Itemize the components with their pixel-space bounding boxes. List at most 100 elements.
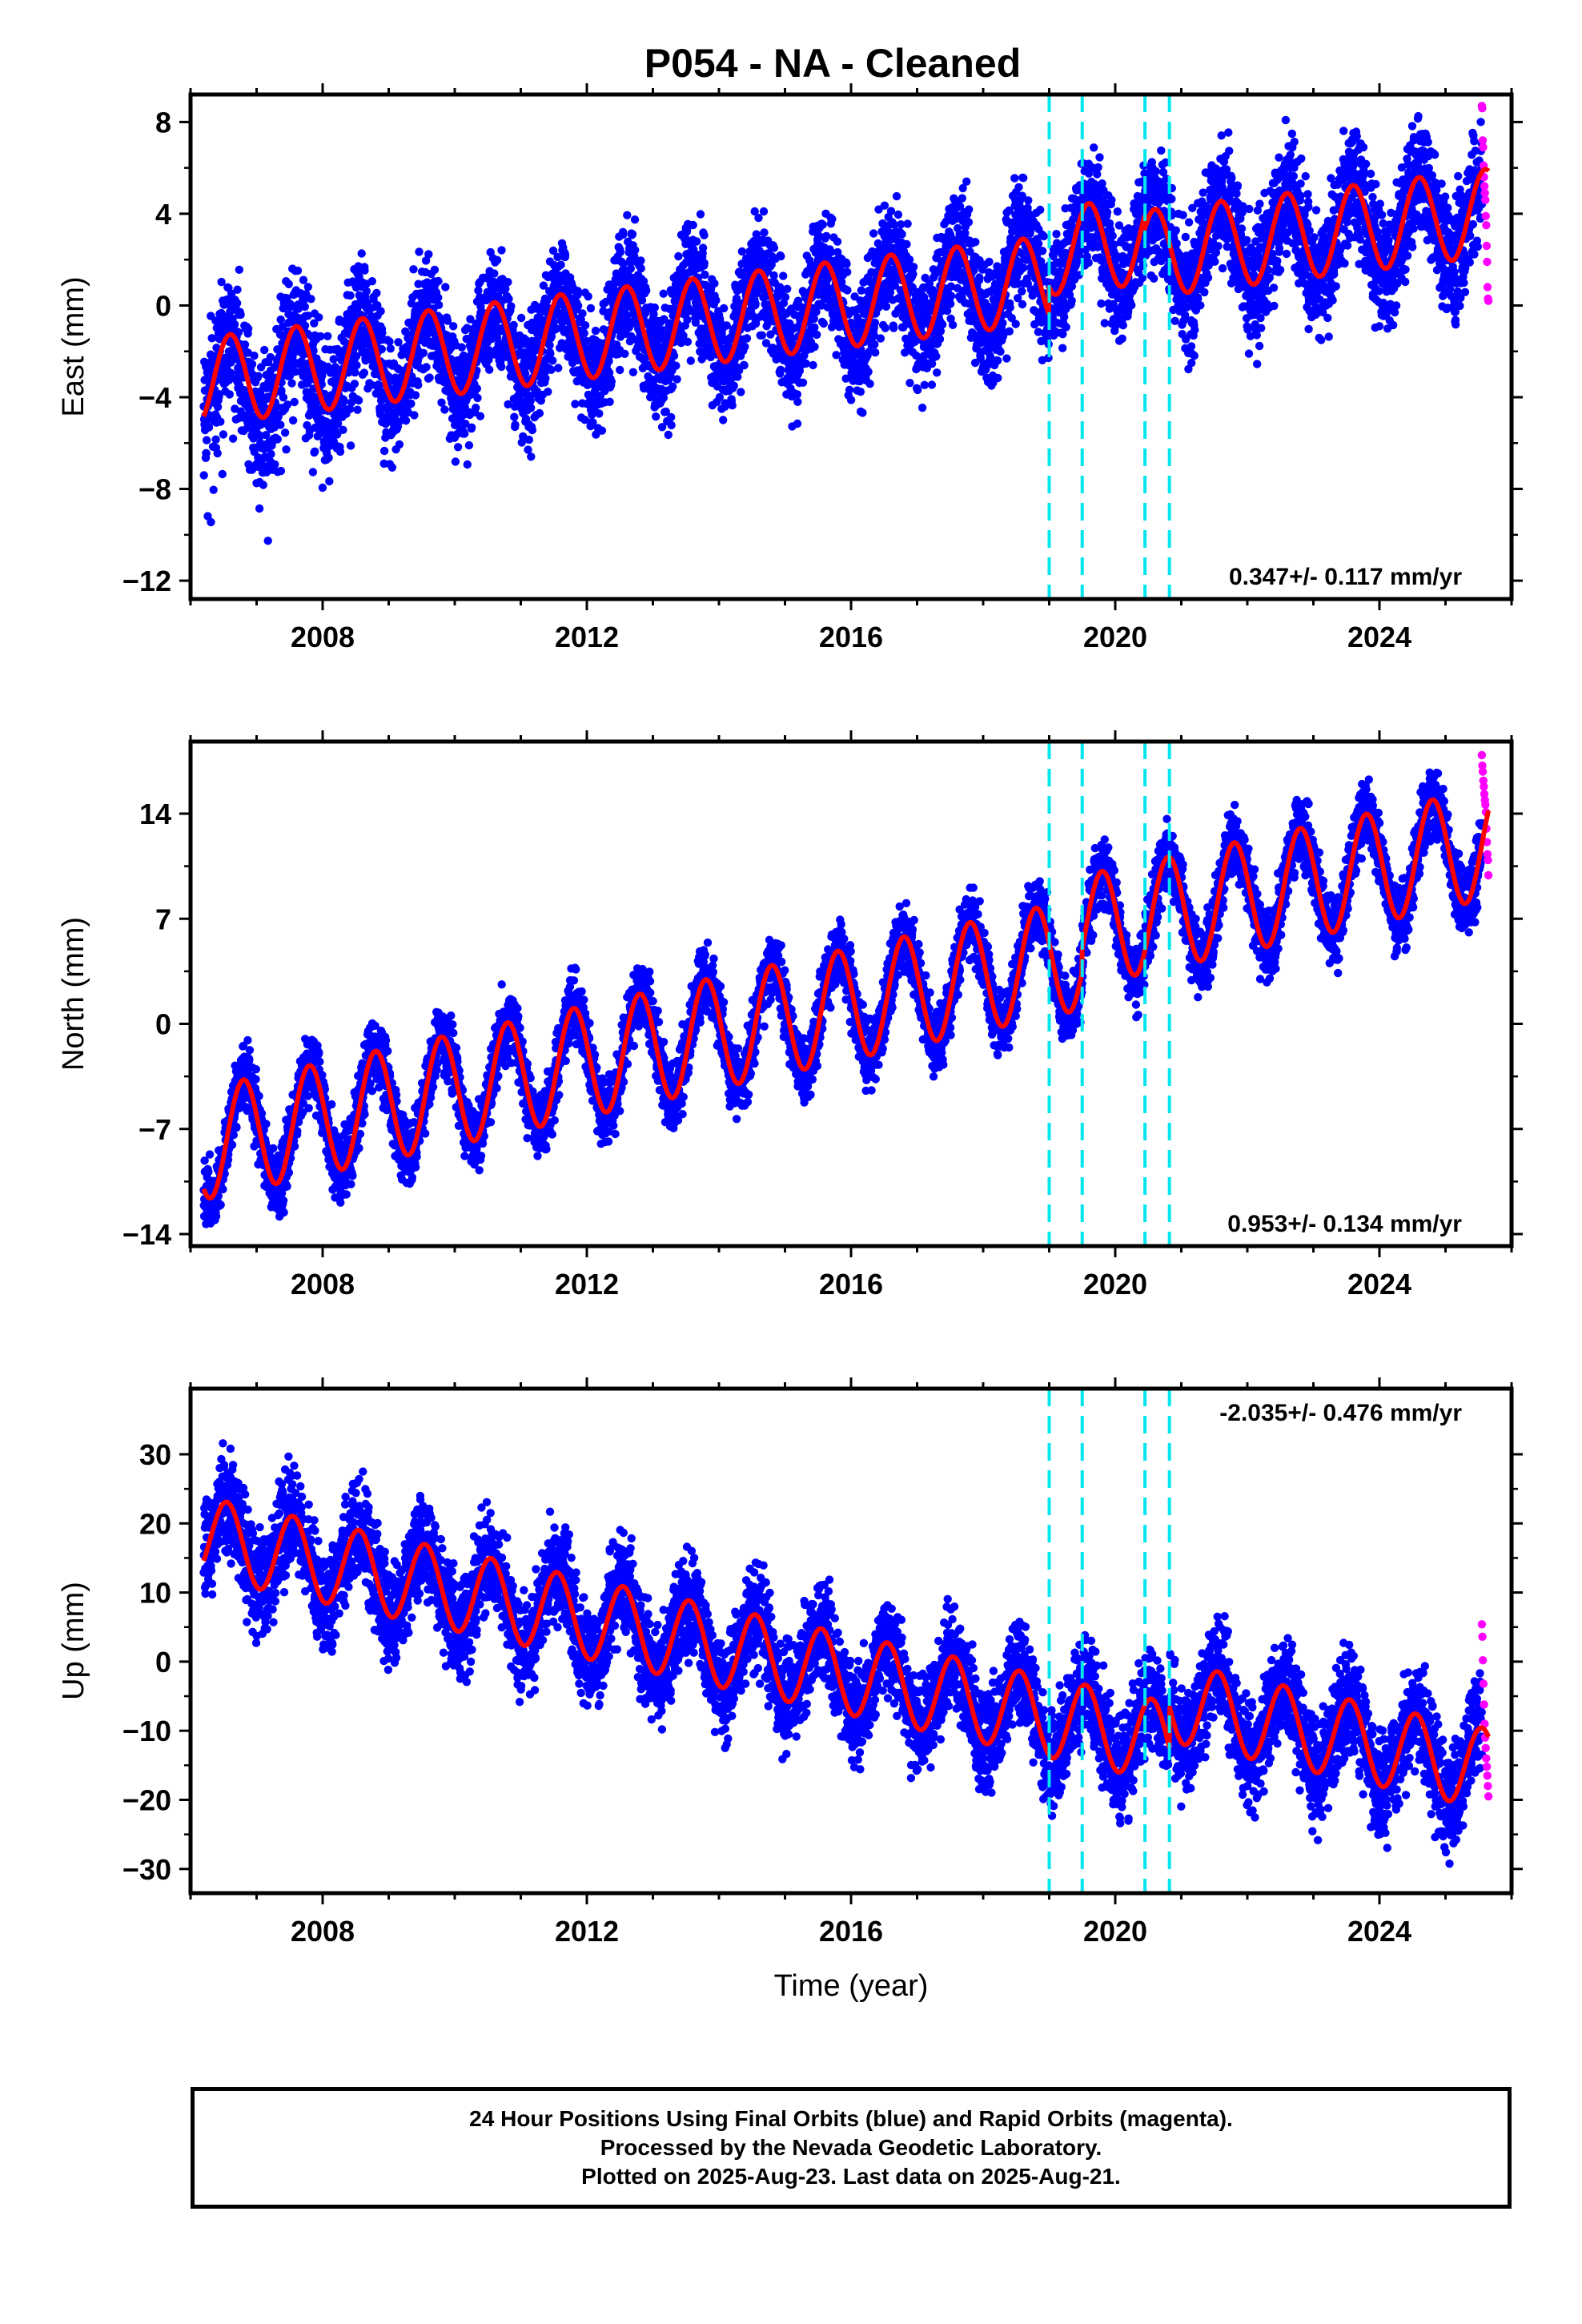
east-final-point [218,469,227,479]
east-final-point [354,396,363,405]
east-final-orbits-points [199,111,1487,545]
east-final-point [998,319,1007,328]
east-final-point [909,263,918,271]
east-final-point [776,365,785,374]
east-final-point [492,255,502,264]
east-final-point [516,313,526,323]
east-final-point [219,430,228,439]
east-final-point [741,342,749,352]
east-final-point [339,396,349,406]
east-final-point [871,348,880,357]
east-final-point [461,420,470,428]
east-final-point [938,320,947,329]
east-final-point [1095,153,1104,162]
east-final-point [1058,344,1067,352]
east-final-point [291,368,299,376]
east-final-point [948,320,958,329]
east-final-point [962,177,971,186]
east-final-point [379,446,389,456]
east-final-point [357,249,366,258]
east-final-point [674,251,683,261]
east-final-point [359,368,368,377]
east-final-point [216,417,225,426]
east-final-point [913,385,922,395]
east-final-point [276,466,286,476]
east-final-point [1097,299,1106,308]
east-final-point [207,517,215,527]
east-final-point [547,365,556,374]
east-final-point [259,480,267,489]
east-final-point [457,343,466,352]
east-final-point [228,434,238,443]
east-final-point [793,390,801,399]
east-final-point [1014,183,1023,191]
east-final-point [897,230,906,239]
east-final-point [672,361,681,370]
east-final-point [324,453,333,462]
east-final-point [742,334,752,343]
east-final-point [580,329,588,338]
east-final-point [251,443,259,452]
east-final-point [346,404,355,413]
east-final-point [964,218,974,227]
east-final-point [335,447,345,456]
east-final-point [387,463,397,472]
east-final-point [526,404,536,412]
east-final-point [616,365,624,375]
east-final-point [504,295,513,304]
east-final-point [769,271,778,280]
east-final-point [757,331,766,340]
east-final-point [909,270,917,279]
east-final-point [424,250,433,259]
east-final-point [227,368,235,378]
east-final-point [779,271,788,280]
east-final-point [1019,174,1028,183]
east-final-point [463,460,472,469]
east-final-point [448,414,457,423]
east-final-point [209,485,218,494]
east-final-point [346,291,355,300]
east-final-point [395,417,404,427]
east-final-point [793,397,802,406]
east-final-point [510,412,519,421]
east-final-point [504,278,512,287]
east-final-point [1067,296,1076,305]
east-final-point [411,391,420,400]
east-final-point [271,460,279,469]
east-final-point [683,316,692,324]
east-final-point [316,332,325,341]
east-final-point [993,356,1002,365]
east-final-point [636,256,645,265]
east-final-point [548,356,557,365]
east-final-point [623,211,632,219]
east-final-point [310,319,319,328]
east-final-point [410,411,419,420]
east-final-point [917,404,927,412]
east-final-point [893,210,903,219]
east-final-point [631,246,640,255]
east-final-point [607,377,616,386]
east-final-point [1094,163,1102,172]
east-final-point [737,247,747,256]
east-final-point [234,328,243,337]
east-final-point [217,277,226,287]
east-final-point [385,337,394,346]
east-final-point [283,400,292,409]
east-final-point [441,283,450,292]
east-final-point [885,287,895,297]
east-final-point [440,405,449,414]
east-final-point [700,259,709,267]
east-final-point [376,307,385,316]
east-final-point [299,275,308,284]
east-final-point [996,347,1005,356]
east-final-point [1084,258,1093,267]
east-final-point [754,213,763,223]
east-final-point [333,430,342,439]
east-final-point [865,380,874,388]
east-final-point [729,381,738,390]
east-final-point [620,349,629,358]
east-final-point [628,368,638,376]
east-final-point [484,346,494,355]
east-final-point [1011,320,1020,328]
